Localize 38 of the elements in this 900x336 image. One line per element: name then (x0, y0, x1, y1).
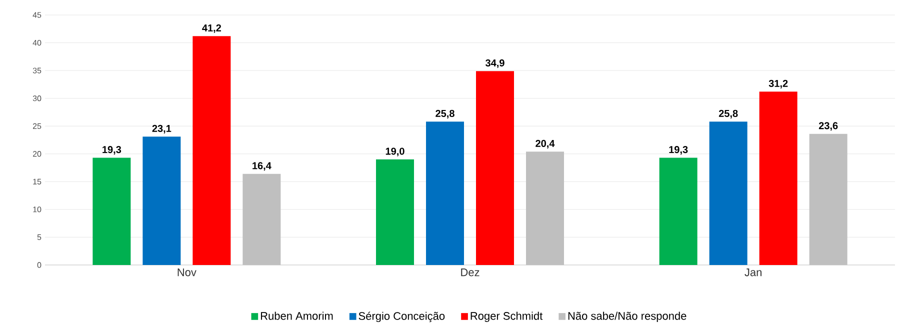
data-label: 34,9 (486, 59, 504, 68)
y-tick-label: 15 (33, 178, 42, 184)
legend-label: Roger Schmidt (470, 312, 543, 322)
y-tick-label: 5 (37, 234, 42, 240)
y-tick-label: 40 (32, 40, 42, 46)
data-label: 41,2 (202, 24, 222, 33)
y-tick-label: 45 (32, 12, 42, 18)
y-tick-label: 10 (33, 206, 42, 212)
data-label: 19,3 (102, 146, 122, 155)
bar (709, 122, 748, 265)
data-label: 20,4 (536, 140, 555, 148)
data-label: 31,2 (768, 80, 788, 88)
data-label: 19,3 (669, 146, 688, 155)
bar (426, 122, 464, 265)
x-tick-label: Nov (178, 268, 196, 276)
bar (659, 158, 698, 265)
data-label: 23,6 (818, 122, 838, 131)
x-tick-label: Dez (461, 268, 480, 276)
y-tick-label: 35 (32, 68, 42, 74)
bar (192, 36, 231, 265)
bar (92, 158, 131, 265)
bar (376, 159, 414, 265)
legend-label: Sérgio Conceição (358, 312, 445, 322)
y-tick-label: 30 (32, 96, 42, 102)
y-tick-label: 0 (37, 262, 42, 268)
y-tick-label: 25 (32, 123, 42, 129)
y-tick-label: 20 (32, 151, 42, 157)
bar (759, 92, 798, 265)
legend-label: Não sabe/Não responde (568, 312, 686, 322)
data-label: 25,8 (718, 110, 738, 118)
data-label: 25,8 (436, 110, 454, 118)
data-label: 19,0 (386, 148, 404, 156)
x-tick-label: Jan (744, 268, 762, 276)
data-label: 23,1 (152, 124, 172, 134)
bar (476, 71, 514, 265)
legend-label: Ruben Amorim (260, 312, 333, 320)
data-label: 16,4 (252, 162, 272, 171)
bar (142, 136, 181, 265)
